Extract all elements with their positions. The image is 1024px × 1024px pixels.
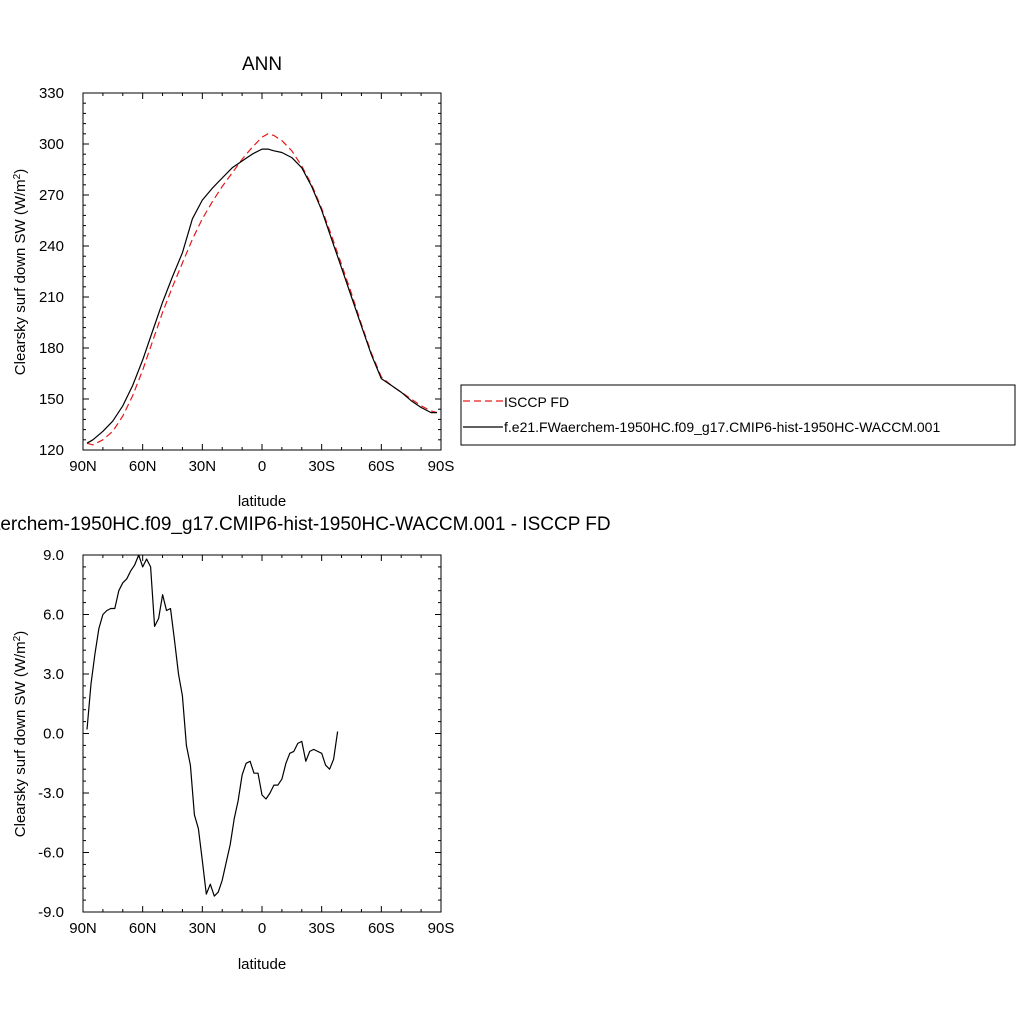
- top-y-tick-label: 240: [39, 238, 64, 255]
- bottom-y-tick-label: -3.0: [38, 785, 64, 802]
- bottom-y-tick-label: 6.0: [43, 607, 64, 624]
- top-x-tick-label: 90N: [69, 458, 97, 475]
- bottom-x-tick-label: 30N: [189, 920, 217, 937]
- top-panel-y-axis-label-text: Clearsky surf down SW (W/m: [12, 179, 29, 375]
- bottom-y-tick-label: -6.0: [38, 845, 64, 862]
- top-panel-y-axis-label: Clearsky surf down SW (W/m2): [12, 169, 30, 375]
- bottom-y-tick-label: 9.0: [43, 547, 64, 564]
- top-panel-title: ANN: [242, 54, 282, 75]
- legend-label-isccp-fd: ISCCP FD: [504, 394, 569, 410]
- bottom-x-tick-label: 0: [258, 920, 266, 937]
- top-y-tick-label: 180: [39, 340, 64, 357]
- bottom-y-tick-label: 3.0: [43, 666, 64, 683]
- top-series-line-0: [86, 133, 438, 446]
- bottom-x-tick-label: 60S: [368, 920, 395, 937]
- bottom-panel-ticks: 90N 60N 30N 0 30S 60S 90S -9.0 -6.0 -3.0 0.0 3.0 6.0…: [38, 547, 454, 937]
- top-x-tick-label: 30N: [189, 458, 217, 475]
- top-y-tick-label: 120: [39, 442, 64, 459]
- legend: ISCCP FD f.e21.FWaerchem-1950HC.f09_g17.…: [460, 384, 1016, 446]
- legend-box: [460, 384, 1016, 446]
- bottom-x-tick-label: 30S: [308, 920, 335, 937]
- bottom-panel-difference: f.e21.FWaerchem-1950HC.f09_g17.CMIP6-his…: [0, 514, 611, 973]
- top-y-tick-label: 270: [39, 187, 64, 204]
- top-y-tick-label: 300: [39, 136, 64, 153]
- top-x-tick-label: 0: [258, 458, 266, 475]
- bottom-panel-y-axis-label: Clearsky surf down SW (W/m2): [12, 631, 30, 837]
- bottom-panel-y-axis-label-text: Clearsky surf down SW (W/m: [12, 641, 29, 837]
- top-panel-series: [86, 133, 438, 446]
- bottom-series-line-0: [86, 554, 339, 897]
- top-x-tick-label: 60S: [368, 458, 395, 475]
- top-panel-y-axis-label-sup: 2: [12, 173, 23, 179]
- top-panel-x-axis-label: latitude: [238, 493, 286, 510]
- top-panel-annual-mean: ANN 90N 60N 30N 0 30S 60S 90S 120 150 180 210 240 27…: [12, 54, 455, 510]
- bottom-x-tick-label: 90S: [428, 920, 455, 937]
- bottom-panel-title: f.e21.FWaerchem-1950HC.f09_g17.CMIP6-his…: [0, 514, 611, 535]
- bottom-panel-y-axis-label-close: ): [12, 631, 29, 636]
- top-series-line-1: [86, 148, 437, 444]
- legend-label-model: f.e21.FWaerchem-1950HC.f09_g17.CMIP6-his…: [504, 419, 940, 435]
- top-y-tick-label: 330: [39, 85, 64, 102]
- bottom-panel-frame: [82, 554, 442, 913]
- top-panel-ticks: 90N 60N 30N 0 30S 60S 90S 120 150 180 210 240 270 300…: [39, 85, 454, 475]
- top-x-tick-label: 90S: [428, 458, 455, 475]
- top-x-tick-label: 30S: [308, 458, 335, 475]
- bottom-panel-y-axis-label-sup: 2: [12, 635, 23, 641]
- top-panel-frame: [82, 92, 442, 451]
- top-x-tick-label: 60N: [129, 458, 157, 475]
- top-panel-y-axis-label-close: ): [12, 169, 29, 174]
- bottom-x-tick-label: 60N: [129, 920, 157, 937]
- bottom-y-tick-label: 0.0: [43, 726, 64, 743]
- bottom-panel-series: [86, 554, 339, 897]
- bottom-panel-x-axis-label: latitude: [238, 956, 286, 973]
- top-y-tick-label: 150: [39, 391, 64, 408]
- top-y-tick-label: 210: [39, 289, 64, 306]
- bottom-y-tick-label: -9.0: [38, 904, 64, 921]
- bottom-x-tick-label: 90N: [69, 920, 97, 937]
